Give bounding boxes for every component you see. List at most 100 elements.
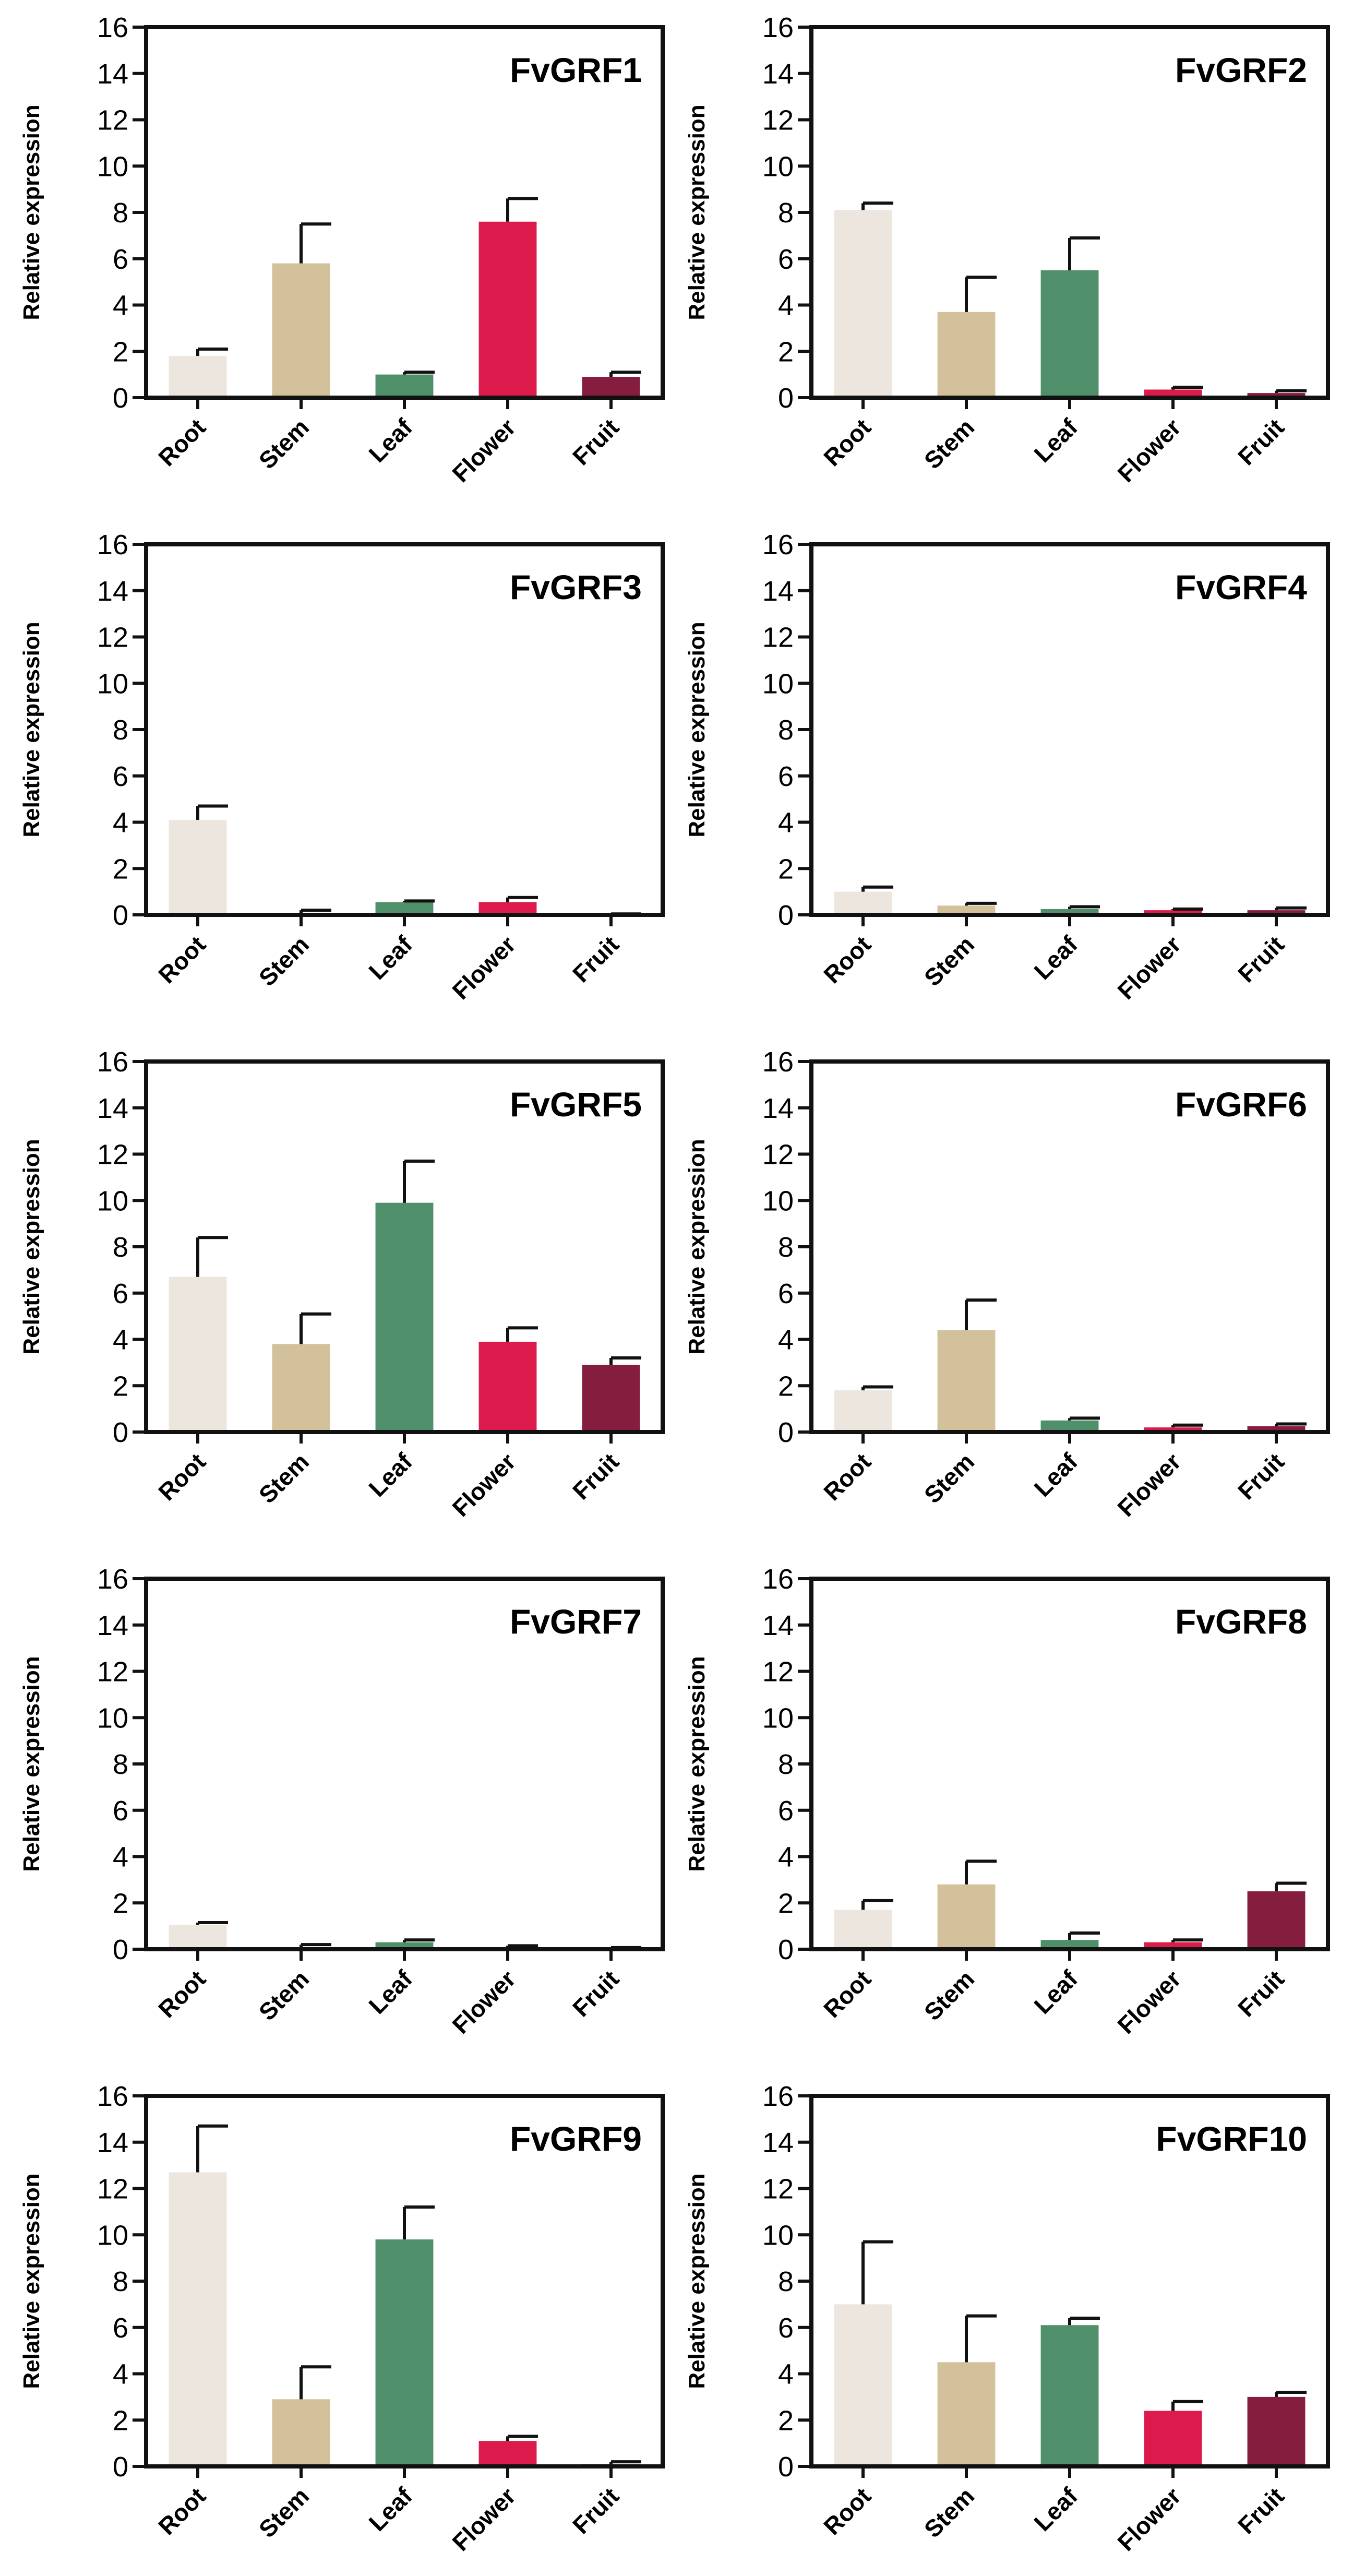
bar-leaf [1040, 270, 1099, 398]
y-tick-label: 4 [113, 290, 128, 321]
x-tick-label: Flower [447, 1448, 521, 1522]
y-axis-label: Relative expression [19, 1656, 44, 1871]
y-tick-label: 0 [113, 1934, 128, 1965]
x-tick-label: Leaf [363, 931, 417, 985]
y-tick-label: 0 [778, 1417, 794, 1448]
y-tick-label: 10 [97, 668, 128, 699]
x-tick-label: Root [818, 413, 876, 471]
x-tick-label: Stem [919, 931, 979, 991]
bar-fruit [1247, 2396, 1306, 2466]
panel-fvgrf3: 0 2 4 6 8 10 12 14 16 Relative expression Root Stem… [19, 529, 665, 1005]
y-tick-label: 16 [762, 1046, 794, 1078]
bar-root [834, 1910, 892, 1949]
y-tick-label: 6 [113, 1278, 128, 1309]
panel-title: FvGRF3 [510, 568, 642, 606]
plot-frame [809, 25, 1330, 400]
panel-fvgrf2: 0 2 4 6 8 10 12 14 16 Relative expression Root Stem… [684, 12, 1330, 487]
y-tick-label: 2 [113, 1888, 128, 1919]
x-tick-label: Stem [254, 1965, 314, 2025]
plot-frame [809, 1577, 1330, 1951]
y-axis-label: Relative expression [19, 2173, 44, 2389]
y-axis-label: Relative expression [19, 104, 44, 320]
bar-fruit [582, 1365, 640, 1432]
bar-flower [1144, 1427, 1202, 1432]
y-tick-label: 0 [778, 900, 794, 931]
x-tick-label: Fruit [567, 2482, 624, 2539]
y-tick-label: 2 [778, 1370, 794, 1402]
y-tick-label: 12 [97, 105, 128, 136]
y-tick-label: 10 [97, 1185, 128, 1217]
y-tick-label: 16 [762, 12, 794, 43]
y-axis-label: Relative expression [684, 104, 710, 320]
y-tick-label: 6 [113, 244, 128, 275]
y-axis-label: Relative expression [684, 622, 710, 837]
y-tick-label: 2 [778, 853, 794, 885]
y-tick-label: 14 [97, 2127, 128, 2158]
y-tick-label: 4 [778, 807, 794, 839]
y-tick-label: 2 [113, 2405, 128, 2436]
y-tick-label: 4 [778, 2359, 794, 2390]
y-tick-label: 10 [762, 151, 794, 182]
y-tick-label: 6 [778, 244, 794, 275]
bar-root [169, 1277, 227, 1432]
bar-stem [937, 312, 996, 398]
plot-frame [144, 1059, 665, 1434]
panel-fvgrf8: 0 2 4 6 8 10 12 14 16 Relative expression Root Stem… [684, 1564, 1330, 2039]
x-tick-label: Root [153, 413, 211, 471]
bar-flower [1144, 910, 1202, 915]
bar-leaf [1040, 1940, 1099, 1949]
y-tick-label: 0 [778, 1934, 794, 1965]
y-tick-label: 16 [97, 12, 128, 43]
y-tick-label: 8 [113, 714, 128, 746]
y-tick-label: 0 [113, 1417, 128, 1448]
bar-fruit [1247, 1891, 1306, 1949]
bar-root [834, 1390, 892, 1432]
bar-stem [937, 905, 996, 915]
y-tick-label: 6 [778, 1278, 794, 1309]
panel-fvgrf10: 0 2 4 6 8 10 12 14 16 Relative expression Root Stem… [684, 2081, 1330, 2556]
x-tick-label: Stem [919, 1448, 979, 1508]
y-tick-label: 0 [113, 900, 128, 931]
x-tick-label: Flower [1112, 2482, 1186, 2556]
y-tick-label: 12 [97, 2174, 128, 2205]
y-tick-label: 8 [778, 197, 794, 229]
x-tick-label: Root [153, 1448, 211, 1506]
y-tick-label: 14 [762, 576, 794, 607]
y-tick-label: 6 [113, 1795, 128, 1827]
x-tick-label: Stem [254, 413, 314, 474]
y-tick-label: 16 [762, 529, 794, 560]
y-tick-label: 6 [113, 2312, 128, 2344]
y-tick-label: 14 [762, 1610, 794, 1641]
x-tick-label: Flower [447, 931, 521, 1005]
y-tick-label: 8 [113, 1749, 128, 1780]
y-axis-label: Relative expression [19, 622, 44, 837]
x-tick-label: Flower [1112, 1965, 1186, 2039]
x-tick-label: Stem [919, 1965, 979, 2025]
y-tick-label: 6 [778, 1795, 794, 1827]
y-tick-label: 6 [113, 761, 128, 792]
bar-stem [272, 1344, 330, 1432]
plot-frame [144, 1577, 665, 1951]
y-tick-label: 12 [97, 622, 128, 653]
bar-stem [272, 263, 330, 398]
panel-fvgrf4: 0 2 4 6 8 10 12 14 16 Relative expression Root Stem… [684, 529, 1330, 1005]
x-tick-label: Leaf [1028, 1965, 1083, 2019]
x-tick-label: Root [818, 931, 876, 988]
panel-title: FvGRF1 [510, 51, 642, 89]
x-tick-label: Stem [254, 1448, 314, 1508]
bar-root [834, 891, 892, 915]
y-tick-label: 8 [778, 1749, 794, 1780]
bar-flower [1144, 2411, 1202, 2466]
x-tick-label: Leaf [1028, 413, 1083, 468]
bar-root [169, 820, 227, 915]
y-tick-label: 4 [778, 290, 794, 321]
y-axis-label: Relative expression [684, 1139, 710, 1354]
x-tick-label: Leaf [1028, 931, 1083, 985]
x-tick-label: Root [818, 1965, 876, 2023]
plot-frame [809, 2094, 1330, 2468]
y-tick-label: 10 [762, 1185, 794, 1217]
bar-leaf [375, 374, 434, 398]
plot-frame [144, 25, 665, 400]
y-tick-label: 14 [762, 1093, 794, 1124]
